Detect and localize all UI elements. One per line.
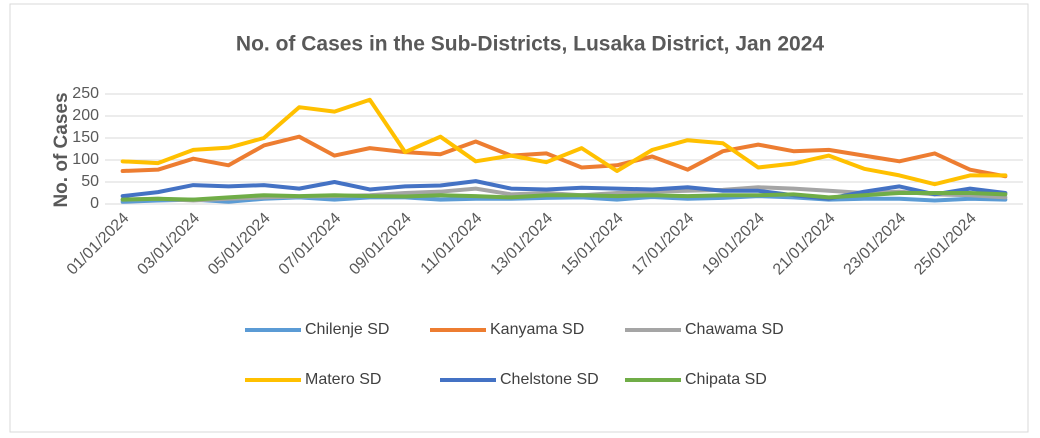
series-line bbox=[120, 191, 1008, 202]
y-tick-label: 50 bbox=[81, 173, 99, 190]
legend-label: Chipata SD bbox=[685, 371, 767, 388]
y-tick-label: 0 bbox=[90, 195, 99, 212]
y-tick-label: 250 bbox=[72, 85, 99, 102]
legend-label: Chilenje SD bbox=[305, 321, 389, 338]
y-tick-label: 100 bbox=[72, 151, 99, 168]
series-line bbox=[120, 97, 1008, 187]
series-line bbox=[120, 134, 1008, 179]
y-tick-label: 200 bbox=[72, 107, 99, 124]
chart-title: No. of Cases in the Sub-Districts, Lusak… bbox=[236, 33, 825, 56]
legend-label: Chelstone SD bbox=[500, 371, 599, 388]
legend-label: Chawama SD bbox=[685, 321, 784, 338]
y-tick-label: 150 bbox=[72, 129, 99, 146]
legend-label: Matero SD bbox=[305, 371, 381, 388]
series-line bbox=[120, 179, 1008, 201]
y-axis-label: No. of Cases bbox=[51, 92, 72, 207]
chart-border bbox=[9, 3, 1029, 433]
legend-label: Kanyama SD bbox=[490, 321, 584, 338]
